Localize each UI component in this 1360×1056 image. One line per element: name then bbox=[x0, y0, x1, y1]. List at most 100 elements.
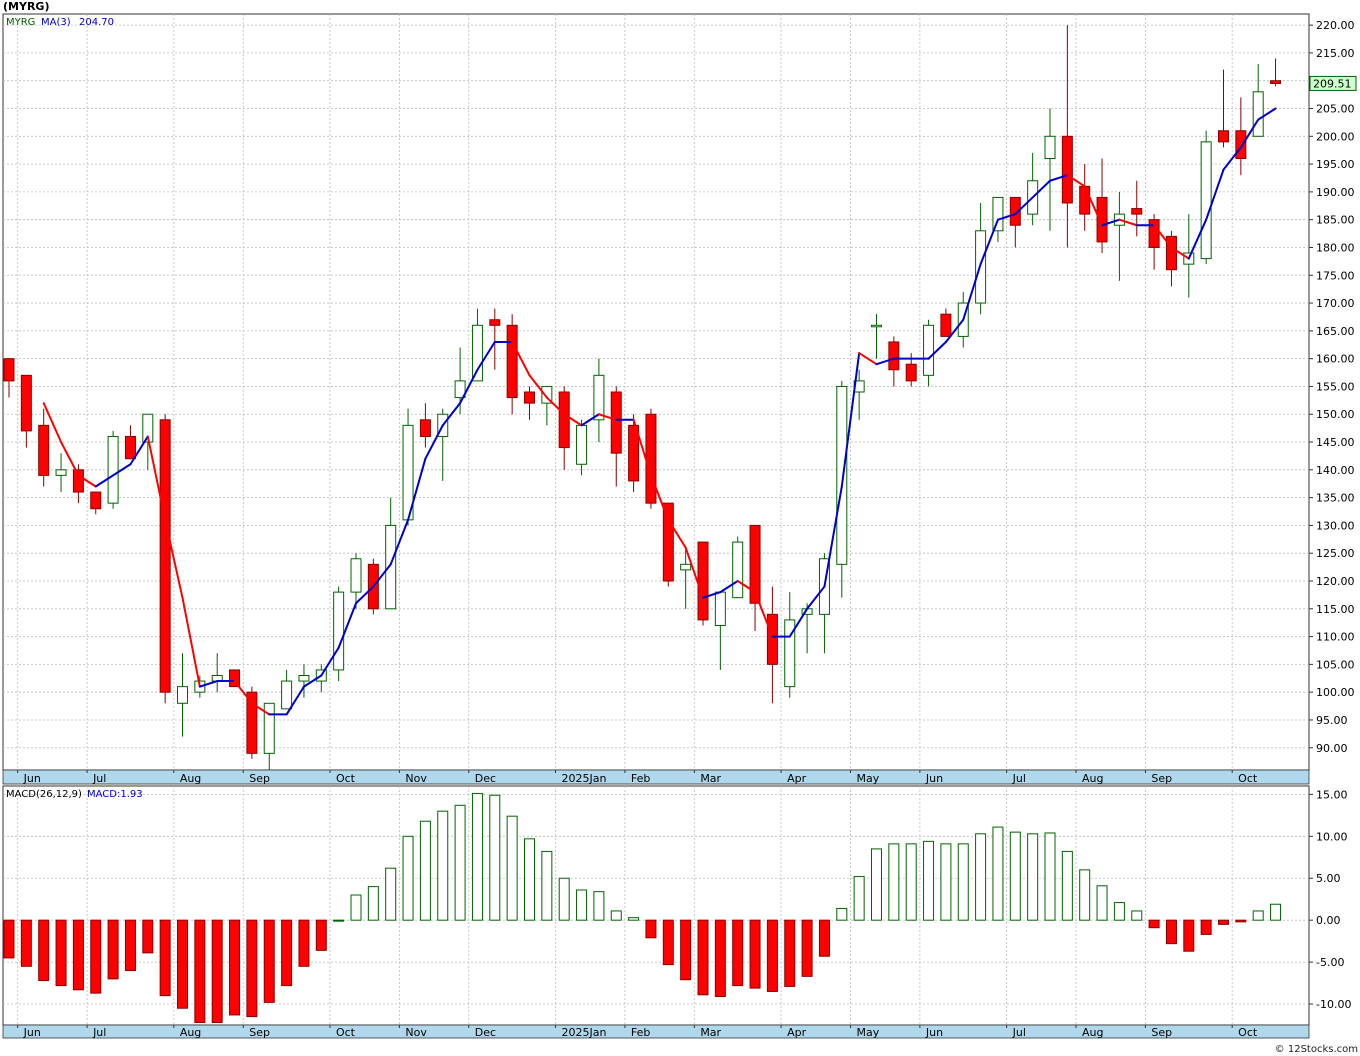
x-axis-label: Mar bbox=[700, 1026, 721, 1039]
candle-body bbox=[680, 563, 692, 571]
x-axis-label: 2025Jan bbox=[562, 1026, 607, 1039]
macd-bar-positive bbox=[1113, 902, 1125, 921]
macd-bar-negative bbox=[211, 919, 223, 1023]
candle-body bbox=[645, 413, 657, 504]
macd-x-axis-band bbox=[2, 1024, 1310, 1039]
legend-ma-label: MA(3) bbox=[41, 17, 71, 28]
macd-bar-negative bbox=[38, 919, 50, 982]
candle-body bbox=[385, 524, 397, 610]
candle-body bbox=[923, 324, 935, 376]
candle-body bbox=[298, 675, 310, 682]
price-tick-label: 140.00 bbox=[1316, 464, 1355, 477]
candle-up bbox=[1200, 130, 1212, 265]
candle-body bbox=[229, 669, 241, 688]
candle-up bbox=[142, 413, 154, 470]
macd-bar-positive bbox=[836, 907, 848, 921]
chart-title: (MYRG) bbox=[3, 0, 50, 13]
candle-body bbox=[1200, 141, 1212, 260]
candle-up bbox=[541, 385, 553, 426]
ma-segment bbox=[719, 580, 739, 594]
macd-bar-negative bbox=[697, 919, 709, 996]
price-tick-label: 165.00 bbox=[1316, 325, 1355, 338]
macd-bar-positive bbox=[489, 794, 501, 921]
macd-bar-positive bbox=[471, 793, 483, 921]
macd-bar-negative bbox=[1235, 919, 1247, 923]
candle-down bbox=[1165, 230, 1177, 287]
candle-body bbox=[1270, 80, 1282, 84]
macd-bar-negative bbox=[1183, 919, 1195, 952]
candle-body bbox=[246, 691, 258, 754]
candle-body bbox=[836, 385, 848, 565]
price-tick-label: 195.00 bbox=[1316, 158, 1355, 171]
x-axis-label: Sep bbox=[249, 772, 270, 785]
price-tick-label: 150.00 bbox=[1316, 408, 1355, 421]
candle-body bbox=[263, 702, 275, 754]
macd-bar-positive bbox=[367, 886, 379, 921]
ma-segment bbox=[754, 591, 774, 638]
macd-bar-positive bbox=[1131, 910, 1143, 921]
candle-down bbox=[246, 686, 258, 759]
macd-bar-negative bbox=[55, 919, 67, 987]
ma-segment bbox=[1187, 218, 1208, 260]
candle-down bbox=[159, 414, 171, 704]
price-tick-label: 220.00 bbox=[1316, 19, 1355, 32]
macd-tick-label: 0.00 bbox=[1316, 914, 1341, 927]
ma-segment bbox=[1049, 174, 1069, 182]
candle-body bbox=[20, 374, 32, 432]
candle-body bbox=[697, 541, 709, 621]
macd-bar-positive bbox=[923, 840, 935, 921]
macd-bar-negative bbox=[714, 919, 726, 997]
ma-segment bbox=[875, 357, 895, 366]
macd-bar-positive bbox=[940, 843, 952, 921]
price-tick-label: 105.00 bbox=[1316, 658, 1355, 671]
macd-bar-positive bbox=[593, 891, 605, 921]
candle-body bbox=[732, 541, 744, 599]
price-tick-label: 135.00 bbox=[1316, 492, 1355, 505]
ma-segment bbox=[1205, 168, 1225, 221]
x-axis-label: Aug bbox=[180, 1026, 201, 1039]
price-tick-label: 145.00 bbox=[1316, 436, 1355, 449]
macd-bar-negative bbox=[298, 919, 310, 967]
macd-bar-positive bbox=[957, 843, 969, 921]
macd-bar-positive bbox=[905, 843, 917, 921]
macd-bar-negative bbox=[732, 919, 744, 987]
ma-segment bbox=[528, 374, 548, 399]
candle-down bbox=[697, 541, 709, 626]
macd-bar-negative bbox=[142, 919, 154, 954]
macd-bar-positive bbox=[1009, 831, 1021, 921]
price-tick-label: 185.00 bbox=[1316, 214, 1355, 227]
macd-bar-negative bbox=[749, 919, 761, 989]
macd-bar-negative bbox=[263, 919, 275, 1003]
candle-down bbox=[940, 308, 952, 337]
candle-body bbox=[38, 424, 50, 476]
macd-bar-positive bbox=[1079, 869, 1091, 921]
macd-bar-negative bbox=[766, 919, 778, 992]
candle-up bbox=[55, 453, 67, 493]
macd-bar-positive bbox=[541, 850, 553, 921]
legend-ma-value: 204.70 bbox=[79, 17, 114, 28]
x-axis-label: Jun bbox=[23, 772, 41, 785]
x-axis-label: Sep bbox=[1151, 1026, 1172, 1039]
ma-segment bbox=[649, 474, 670, 521]
candle-body bbox=[1165, 235, 1177, 271]
macd-bar-negative bbox=[1218, 919, 1229, 925]
ma-segment bbox=[1101, 218, 1121, 227]
macd-bar-negative bbox=[194, 919, 206, 1023]
ma-segment bbox=[146, 435, 167, 521]
candle-up bbox=[385, 497, 397, 610]
price-tick-label: 215.00 bbox=[1316, 47, 1355, 60]
ma-segment bbox=[60, 441, 80, 477]
macd-bar-negative bbox=[107, 919, 119, 980]
macd-bar-negative bbox=[1200, 919, 1212, 935]
candle-body bbox=[1218, 130, 1229, 143]
macd-bar-positive bbox=[350, 894, 362, 921]
candle-body bbox=[871, 324, 882, 328]
price-tick-label: 200.00 bbox=[1316, 130, 1355, 143]
candle-body bbox=[940, 313, 952, 337]
ma-segment bbox=[962, 263, 982, 321]
ma-segment bbox=[788, 607, 809, 638]
candle-body bbox=[1061, 135, 1073, 204]
x-axis-label: 2025Jan bbox=[562, 772, 607, 785]
macd-bar-negative bbox=[784, 919, 796, 987]
